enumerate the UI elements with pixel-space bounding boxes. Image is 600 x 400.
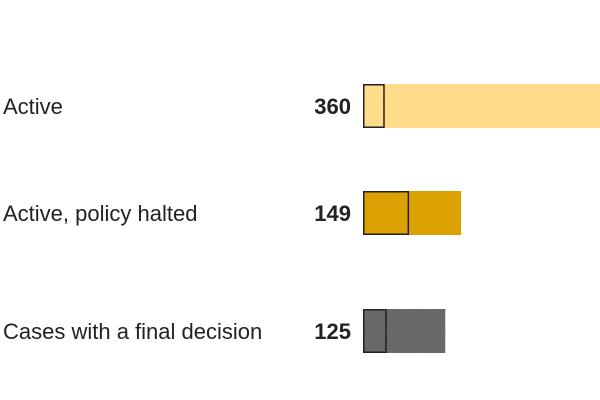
value-label: 125 [314, 319, 351, 344]
category-label: Active [3, 94, 63, 119]
bar [363, 309, 446, 353]
bar-row: Cases with a final decision 125 [3, 309, 446, 353]
category-label: Cases with a final decision [3, 319, 262, 344]
highlight-segment [363, 309, 387, 353]
category-label: Active, policy halted [3, 201, 197, 226]
value-label: 360 [314, 94, 351, 119]
value-label: 149 [314, 201, 351, 226]
bar-row: Active 360 [3, 84, 600, 128]
bar [363, 191, 462, 235]
highlight-segment [363, 191, 410, 235]
bar [363, 84, 600, 128]
bar-row: Active, policy halted 149 [3, 191, 462, 235]
highlight-segment [363, 84, 385, 128]
